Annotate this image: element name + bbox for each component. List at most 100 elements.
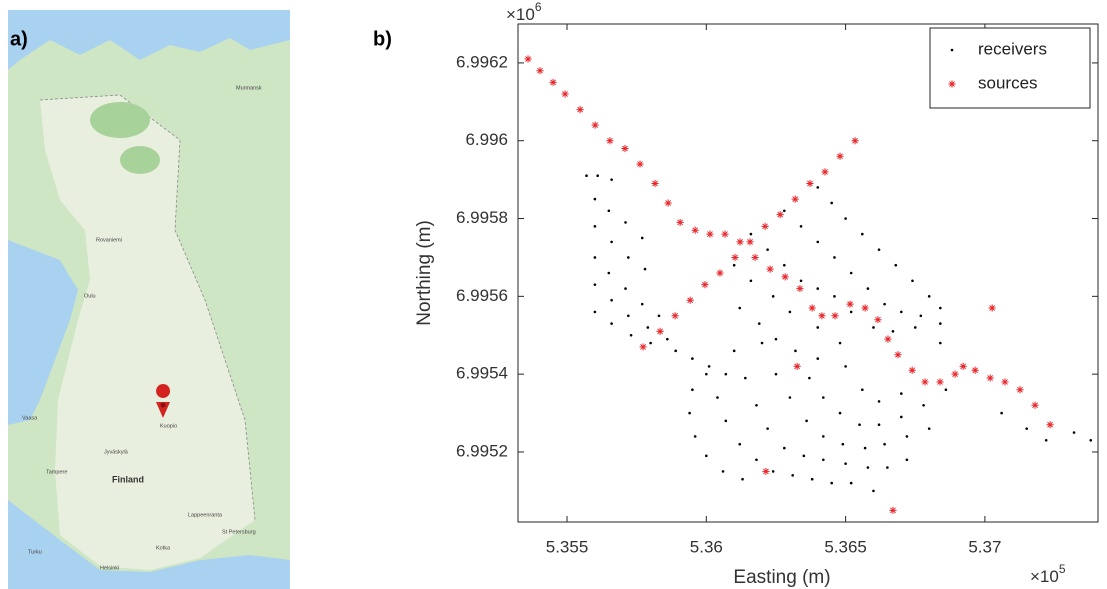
point bbox=[850, 272, 853, 275]
point bbox=[878, 400, 881, 403]
point bbox=[738, 443, 741, 446]
point bbox=[892, 330, 895, 333]
point bbox=[777, 211, 784, 218]
point bbox=[536, 67, 543, 74]
point bbox=[792, 195, 799, 202]
point bbox=[594, 225, 597, 228]
point bbox=[867, 466, 870, 469]
point bbox=[705, 373, 708, 376]
point bbox=[839, 342, 842, 345]
point bbox=[772, 295, 775, 298]
legend-label: receivers bbox=[978, 39, 1047, 58]
point bbox=[750, 233, 753, 236]
map-label: Lappeenranta bbox=[188, 512, 223, 518]
point bbox=[836, 153, 843, 160]
point bbox=[775, 338, 778, 341]
point bbox=[708, 365, 711, 368]
legend-marker bbox=[948, 80, 955, 87]
point bbox=[803, 455, 806, 458]
point bbox=[761, 342, 764, 345]
point bbox=[775, 373, 778, 376]
point bbox=[945, 388, 948, 391]
point bbox=[594, 283, 597, 286]
point bbox=[883, 443, 886, 446]
point bbox=[874, 316, 881, 323]
point bbox=[694, 435, 697, 438]
point bbox=[705, 455, 708, 458]
point bbox=[822, 396, 825, 399]
x-multiplier: ×105 bbox=[1030, 562, 1066, 586]
point bbox=[816, 241, 819, 244]
map-label: Vaasa bbox=[22, 415, 38, 421]
point bbox=[821, 168, 828, 175]
point bbox=[738, 307, 741, 310]
point bbox=[674, 350, 677, 353]
point bbox=[842, 443, 845, 446]
point bbox=[928, 427, 931, 430]
point bbox=[878, 423, 881, 426]
y-axis-label: Northing (m) bbox=[414, 220, 435, 326]
point bbox=[867, 287, 870, 290]
point bbox=[627, 256, 630, 259]
point bbox=[816, 357, 819, 360]
y-tick-label: 6.996 bbox=[465, 130, 508, 149]
map-label: Kotka bbox=[156, 545, 171, 551]
point bbox=[627, 314, 630, 317]
point bbox=[794, 350, 797, 353]
point bbox=[772, 470, 775, 473]
point bbox=[606, 137, 613, 144]
point bbox=[610, 178, 613, 181]
point bbox=[691, 357, 694, 360]
y-tick-label: 6.9962 bbox=[456, 52, 508, 71]
point bbox=[783, 447, 786, 450]
point bbox=[884, 336, 891, 343]
point bbox=[736, 238, 743, 245]
point bbox=[621, 145, 628, 152]
map-label: St Petersburg bbox=[222, 529, 256, 535]
point bbox=[665, 199, 672, 206]
panel-label: a) bbox=[10, 28, 28, 50]
point bbox=[666, 338, 669, 341]
map-label: Kuopio bbox=[160, 423, 177, 429]
point bbox=[585, 174, 588, 177]
point bbox=[691, 388, 694, 391]
point bbox=[1089, 439, 1092, 442]
point bbox=[624, 221, 627, 224]
point bbox=[894, 264, 897, 267]
park bbox=[90, 102, 150, 138]
point bbox=[594, 198, 597, 201]
point bbox=[651, 180, 658, 187]
point bbox=[800, 225, 803, 228]
map-label: Murmansk bbox=[236, 85, 262, 91]
y-tick-label: 6.9952 bbox=[456, 441, 508, 460]
x-multiplier-exponent: 5 bbox=[1059, 562, 1066, 576]
point bbox=[858, 423, 861, 426]
point bbox=[922, 404, 925, 407]
point bbox=[716, 396, 719, 399]
x-tick-label: 5.36 bbox=[690, 537, 723, 556]
point bbox=[816, 287, 819, 290]
point bbox=[692, 227, 699, 234]
point bbox=[594, 256, 597, 259]
point bbox=[808, 377, 811, 380]
point bbox=[861, 233, 864, 236]
point bbox=[850, 311, 853, 314]
y-multiplier-base: ×10 bbox=[506, 5, 535, 24]
point bbox=[755, 458, 758, 461]
point bbox=[721, 230, 728, 237]
point bbox=[833, 295, 836, 298]
location-pin-dot bbox=[161, 403, 166, 408]
point bbox=[789, 311, 792, 314]
figure: a) b) Easting (m) Northing (m) ×105 ×106… bbox=[0, 0, 1107, 589]
point bbox=[791, 474, 794, 477]
point bbox=[911, 279, 914, 282]
park bbox=[120, 146, 160, 174]
point bbox=[658, 314, 661, 317]
point bbox=[900, 416, 903, 419]
map-label: Turku bbox=[28, 549, 42, 555]
point bbox=[688, 412, 691, 415]
point bbox=[1073, 431, 1076, 434]
point bbox=[839, 412, 842, 415]
point bbox=[805, 420, 808, 423]
point bbox=[744, 377, 747, 380]
